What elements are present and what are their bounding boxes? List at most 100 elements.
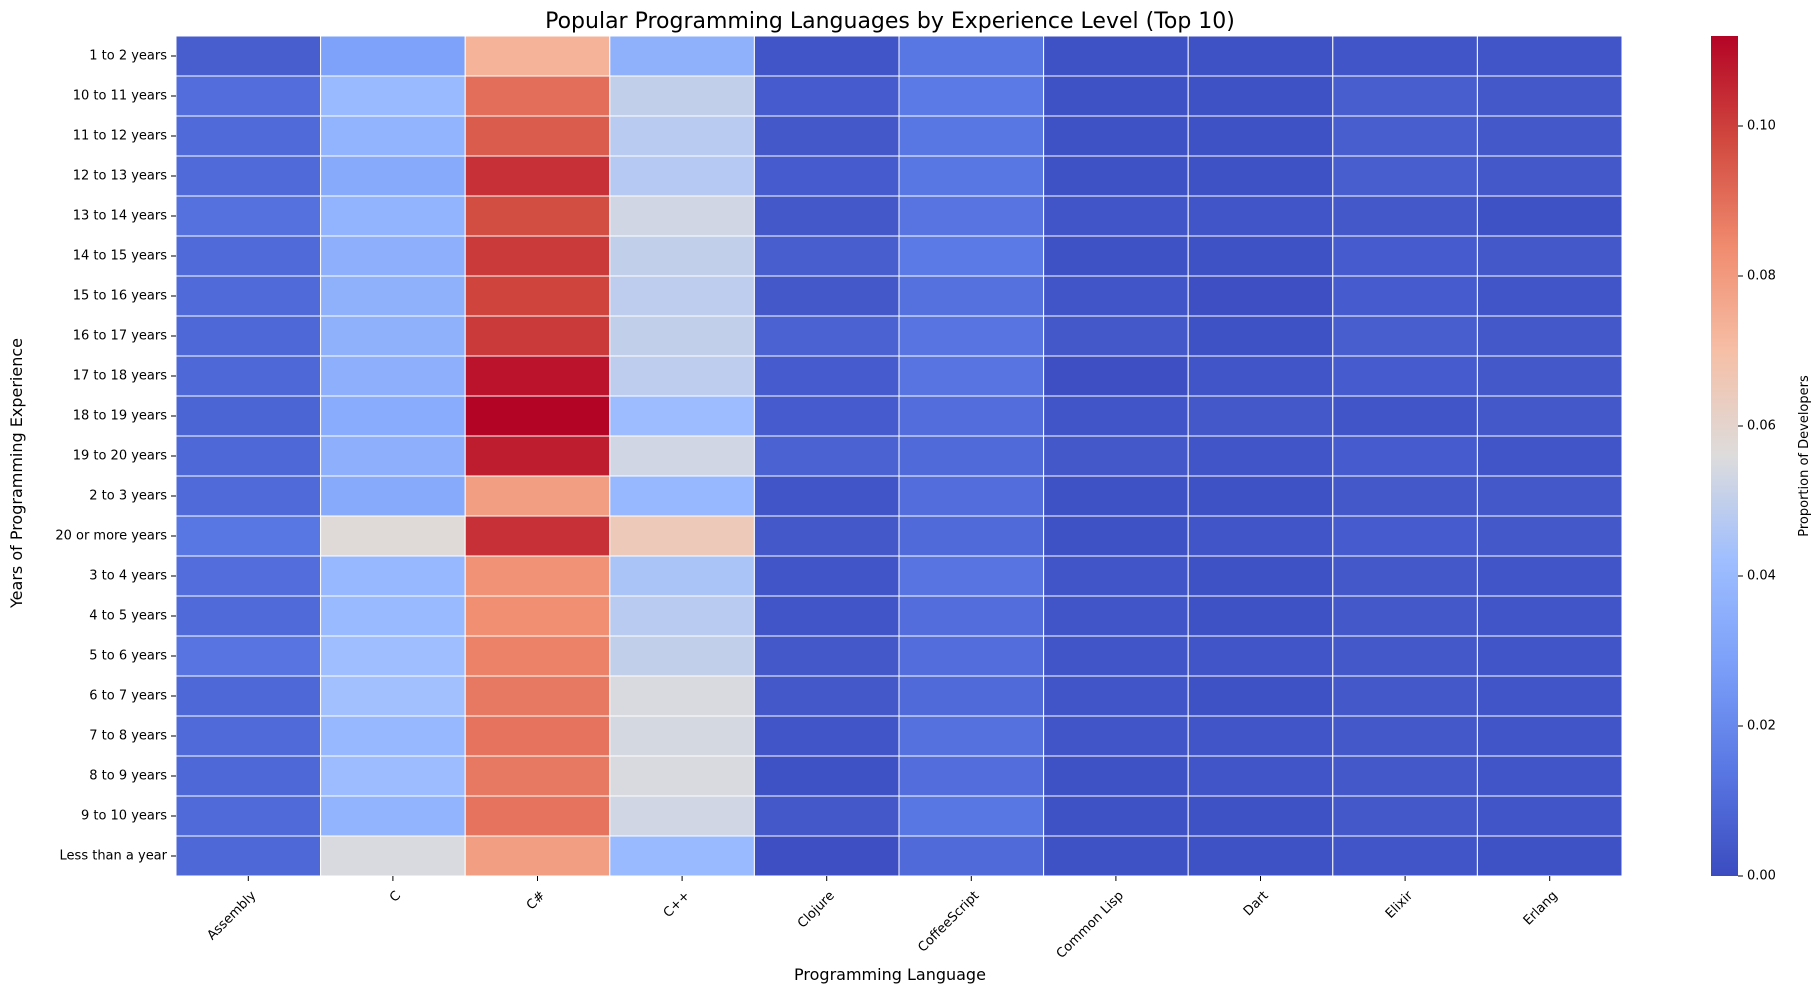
x-tick-label: Elixir bbox=[1383, 888, 1417, 922]
heatmap-cell bbox=[175, 635, 322, 677]
heatmap-cell bbox=[609, 435, 755, 477]
colorbar-ticks: 0.00 0.02 0.04 0.06 0.08 0.10 bbox=[1738, 119, 1776, 884]
heatmap-cell bbox=[464, 515, 611, 557]
heatmap-cell bbox=[1332, 115, 1478, 157]
heatmap-cell bbox=[1187, 755, 1334, 797]
heatmap-cell bbox=[609, 755, 755, 797]
heatmap-cell bbox=[1332, 35, 1478, 77]
heatmap-cell bbox=[175, 555, 322, 597]
heatmap-cell bbox=[1476, 75, 1623, 117]
y-tick-label: 7 to 8 years bbox=[89, 729, 167, 744]
heatmap-cell bbox=[1187, 275, 1334, 317]
x-tick-label: CoffeeScript bbox=[915, 888, 982, 955]
heatmap-cells bbox=[175, 35, 1623, 877]
heatmap-cell bbox=[1332, 155, 1478, 197]
heatmap-cell bbox=[898, 555, 1045, 597]
heatmap-cell bbox=[320, 675, 466, 717]
heatmap-cell bbox=[1476, 475, 1623, 517]
heatmap-cell bbox=[1332, 355, 1478, 397]
heatmap-cell bbox=[1187, 355, 1334, 397]
heatmap-cell bbox=[609, 275, 755, 317]
heatmap-cell bbox=[1187, 555, 1334, 597]
heatmap-cell bbox=[753, 515, 900, 557]
heatmap-cell bbox=[609, 115, 755, 157]
y-tick-label: 3 to 4 years bbox=[89, 569, 167, 584]
y-tick-label: 14 to 15 years bbox=[73, 249, 168, 264]
y-tick-label: 15 to 16 years bbox=[73, 289, 168, 304]
heatmap-cell bbox=[753, 35, 900, 77]
heatmap-cell bbox=[753, 155, 900, 197]
heatmap-cell bbox=[1187, 75, 1334, 117]
heatmap-cell bbox=[1332, 395, 1478, 437]
heatmap-cell bbox=[175, 235, 322, 277]
heatmap-cell bbox=[175, 835, 322, 877]
heatmap-cell bbox=[1476, 195, 1623, 237]
heatmap-cell bbox=[753, 75, 900, 117]
heatmap-cell bbox=[320, 155, 466, 197]
heatmap-cell bbox=[1476, 755, 1623, 797]
heatmap-cell bbox=[175, 315, 322, 357]
heatmap-cell bbox=[320, 115, 466, 157]
heatmap-cell bbox=[175, 795, 322, 837]
heatmap-cell bbox=[1332, 315, 1478, 357]
heatmap-cell bbox=[898, 355, 1045, 397]
heatmap-cell bbox=[175, 75, 322, 117]
y-tick-label: 8 to 9 years bbox=[89, 769, 167, 784]
heatmap-cell bbox=[1476, 715, 1623, 757]
y-tick-labels: 1 to 2 years 10 to 11 years 11 to 12 years… bbox=[55, 49, 176, 864]
heatmap-cell bbox=[1476, 355, 1623, 397]
heatmap-cell bbox=[609, 75, 755, 117]
y-axis-label: Years of Programming Experience bbox=[7, 338, 26, 609]
heatmap-cell bbox=[1043, 715, 1189, 757]
heatmap-cell bbox=[1043, 35, 1189, 77]
heatmap-cell bbox=[1476, 155, 1623, 197]
y-tick-label: 20 or more years bbox=[55, 529, 167, 544]
heatmap-cell bbox=[1332, 475, 1478, 517]
heatmap-cell bbox=[1476, 235, 1623, 277]
heatmap-cell bbox=[1043, 795, 1189, 837]
heatmap-cell bbox=[1043, 755, 1189, 797]
colorbar-tick-label: 0.02 bbox=[1747, 719, 1776, 734]
heatmap-cell bbox=[1187, 635, 1334, 677]
heatmap-cell bbox=[898, 115, 1045, 157]
x-tick-label: Common Lisp bbox=[1054, 888, 1127, 961]
heatmap-cell bbox=[1332, 835, 1478, 877]
y-tick-label: 11 to 12 years bbox=[73, 129, 168, 144]
heatmap-cell bbox=[320, 35, 466, 77]
heatmap-cell bbox=[1187, 315, 1334, 357]
heatmap-cell bbox=[753, 195, 900, 237]
heatmap-cell bbox=[1332, 675, 1478, 717]
heatmap-cell bbox=[609, 195, 755, 237]
heatmap-cell bbox=[464, 595, 611, 637]
heatmap-cell bbox=[898, 155, 1045, 197]
x-tick-label: Dart bbox=[1241, 888, 1272, 919]
heatmap-cell bbox=[464, 395, 611, 437]
heatmap-cell bbox=[320, 75, 466, 117]
y-tick-label: 16 to 17 years bbox=[73, 329, 168, 344]
y-tick-label: Less than a year bbox=[60, 849, 168, 864]
y-tick-label: 4 to 5 years bbox=[89, 609, 167, 624]
heatmap-cell bbox=[753, 235, 900, 277]
heatmap-cell bbox=[1476, 435, 1623, 477]
colorbar-tick-label: 0.00 bbox=[1747, 869, 1776, 884]
heatmap-cell bbox=[1476, 675, 1623, 717]
heatmap-cell bbox=[753, 755, 900, 797]
heatmap-cell bbox=[1332, 235, 1478, 277]
heatmap-cell bbox=[898, 795, 1045, 837]
heatmap-cell bbox=[609, 515, 755, 557]
heatmap-cell bbox=[1043, 555, 1189, 597]
heatmap-cell bbox=[320, 715, 466, 757]
heatmap-cell bbox=[898, 755, 1045, 797]
x-tick-label: C bbox=[387, 888, 404, 905]
heatmap-cell bbox=[1043, 395, 1189, 437]
heatmap-cell bbox=[898, 275, 1045, 317]
heatmap-cell bbox=[1043, 355, 1189, 397]
chart-title: Popular Programming Languages by Experie… bbox=[545, 9, 1235, 34]
heatmap-cell bbox=[320, 515, 466, 557]
heatmap-cell bbox=[1187, 195, 1334, 237]
heatmap-cell bbox=[1043, 475, 1189, 517]
heatmap-cell bbox=[753, 835, 900, 877]
heatmap-cell bbox=[1187, 715, 1334, 757]
heatmap-cell bbox=[1476, 275, 1623, 317]
